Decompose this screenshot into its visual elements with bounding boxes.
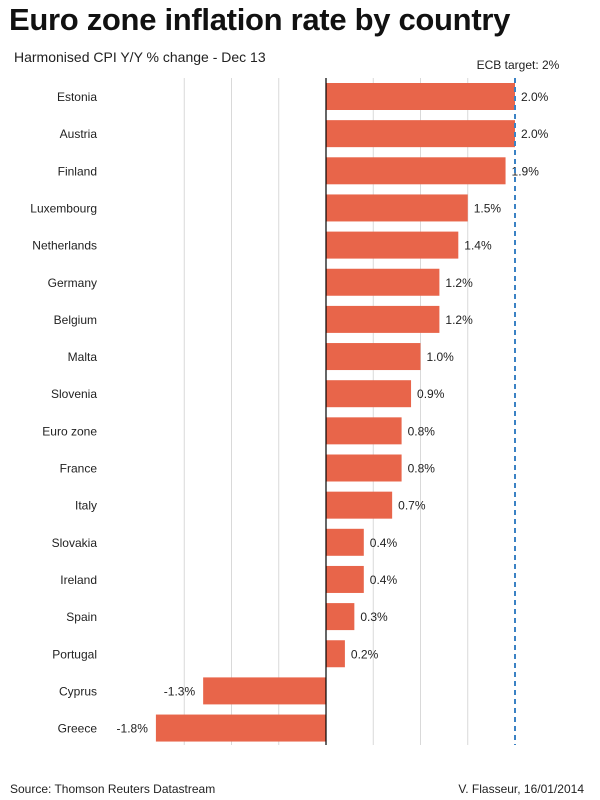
author-credit: V. Flasseur, 16/01/2014 (458, 782, 584, 796)
bar (326, 417, 402, 445)
bar (326, 343, 421, 371)
bar (326, 454, 402, 482)
value-label: 0.4% (370, 573, 398, 587)
bar (326, 528, 364, 556)
value-label: 0.2% (351, 647, 379, 661)
category-label: Greece (58, 722, 98, 736)
value-label: 2.0% (521, 90, 549, 104)
category-label: Belgium (54, 313, 97, 327)
value-label: 1.5% (474, 201, 502, 215)
category-label: Netherlands (32, 239, 97, 253)
value-label: 0.3% (360, 610, 388, 624)
target-label: ECB target: 2% (477, 58, 560, 72)
value-label: 1.2% (445, 313, 473, 327)
category-label: Italy (75, 499, 97, 513)
bar (326, 380, 412, 408)
value-label: -1.3% (164, 684, 196, 698)
bar (326, 603, 355, 631)
bar (155, 714, 326, 742)
category-label: Slovakia (52, 536, 98, 550)
value-label: 0.4% (370, 536, 398, 550)
bar (326, 120, 515, 148)
value-label: 1.9% (512, 164, 540, 178)
category-label: Germany (48, 276, 97, 290)
category-label: Malta (68, 350, 98, 364)
bar (326, 640, 345, 668)
value-label: 0.8% (408, 462, 436, 476)
value-label: 0.9% (417, 387, 445, 401)
value-label: 2.0% (521, 127, 549, 141)
value-label: 1.2% (445, 276, 473, 290)
bar (203, 677, 326, 705)
category-label: Portugal (52, 647, 97, 661)
bar (326, 157, 506, 185)
bar (326, 491, 393, 519)
category-label: Slovenia (51, 387, 97, 401)
value-label: 1.0% (427, 350, 455, 364)
value-label: 1.4% (464, 239, 492, 253)
value-label: 0.8% (408, 424, 436, 438)
category-label: Cyprus (59, 684, 97, 698)
bar (326, 268, 440, 296)
category-label: Spain (66, 610, 97, 624)
category-label: Austria (60, 127, 98, 141)
bar (326, 194, 468, 222)
bar (326, 565, 364, 593)
category-label: France (60, 462, 98, 476)
source-note: Source: Thomson Reuters Datastream (10, 782, 216, 796)
category-label: Euro zone (42, 424, 97, 438)
category-label: Luxembourg (30, 201, 97, 215)
chart-subtitle: Harmonised CPI Y/Y % change - Dec 13 (14, 49, 266, 65)
bar-chart: Estonia 2.0% Austria 2.0% Finland 1.9% Luxembo… (30, 58, 560, 745)
value-label: 0.7% (398, 499, 426, 513)
bar (326, 83, 515, 110)
bar (326, 305, 440, 333)
category-label: Finland (58, 164, 97, 178)
value-label: -1.8% (117, 722, 149, 736)
bar (326, 231, 459, 259)
category-label: Estonia (57, 90, 97, 104)
chart-title: Euro zone inflation rate by country (9, 2, 511, 37)
category-label: Ireland (60, 573, 97, 587)
